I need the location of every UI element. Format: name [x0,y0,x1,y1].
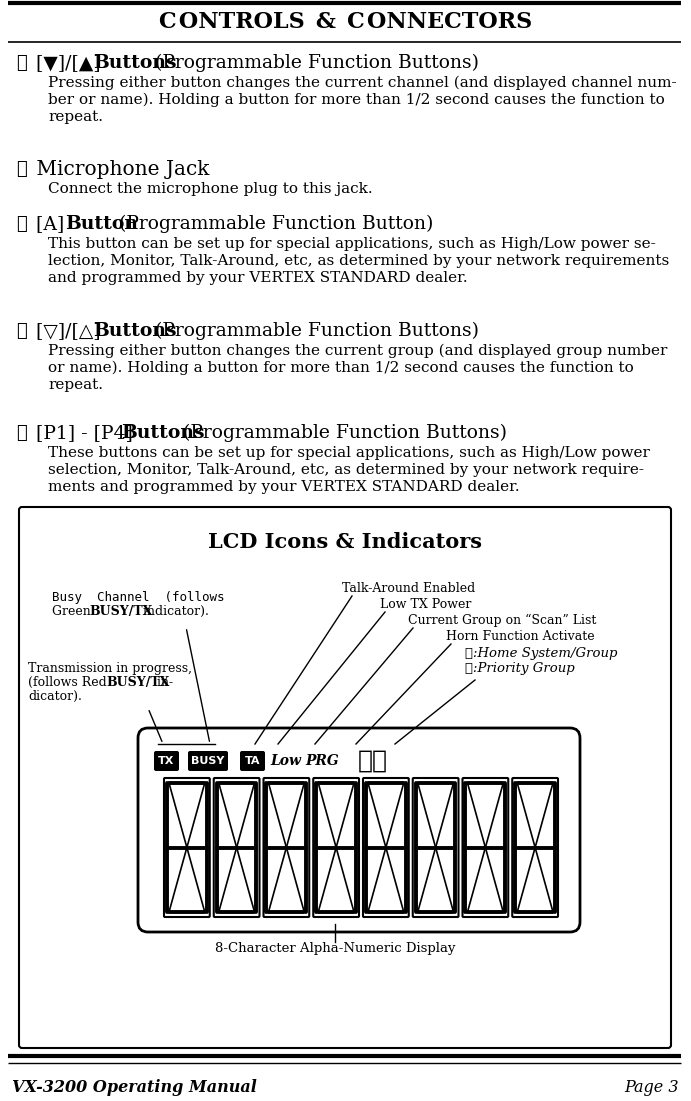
Text: BUSY/TX: BUSY/TX [89,606,153,618]
Text: ber or name). Holding a button for more than 1/2 second causes the function to: ber or name). Holding a button for more … [48,92,665,108]
Text: Microphone Jack: Microphone Jack [30,160,209,179]
Text: selection, Monitor, Talk-Around, etc, as determined by your network require-: selection, Monitor, Talk-Around, etc, as… [48,464,644,477]
Text: ⑦: ⑦ [16,215,27,233]
Text: ⑤: ⑤ [16,54,27,72]
Text: Buttons: Buttons [121,424,205,442]
Text: lection, Monitor, Talk-Around, etc, as determined by your network requirements: lection, Monitor, Talk-Around, etc, as d… [48,254,670,268]
Text: (Programmable Function Buttons): (Programmable Function Buttons) [149,54,479,73]
Text: [P1] - [P4]: [P1] - [P4] [30,424,139,442]
Text: Busy  Channel  (follows: Busy Channel (follows [52,591,225,604]
Text: [▼]/[▲]: [▼]/[▲] [30,54,106,72]
FancyBboxPatch shape [413,778,459,917]
FancyBboxPatch shape [164,778,210,917]
Text: Transmission in progress,: Transmission in progress, [28,662,192,675]
Text: TA: TA [245,756,261,766]
Text: or name). Holding a button for more than 1/2 second causes the function to: or name). Holding a button for more than… [48,361,634,375]
Text: Connect the microphone plug to this jack.: Connect the microphone plug to this jack… [48,182,372,196]
Text: and programmed by your VERTEX STANDARD dealer.: and programmed by your VERTEX STANDARD d… [48,271,468,285]
Text: indicator).: indicator). [139,606,209,618]
Text: VX-3200 Operating Manual: VX-3200 Operating Manual [12,1079,257,1095]
Text: C ONTROLS & C ONNECTORS: C ONTROLS & C ONNECTORS [159,11,532,33]
Text: Horn Function Activate: Horn Function Activate [446,630,595,643]
Text: Pressing either button changes the current channel (and displayed channel num-: Pressing either button changes the curre… [48,76,676,90]
Text: [▽]/[△]: [▽]/[△] [30,321,106,340]
Text: ℙ:Priority Group: ℙ:Priority Group [465,662,575,675]
Text: Green: Green [52,606,95,618]
Text: Page 3: Page 3 [625,1079,679,1095]
Text: 8-Character Alpha-Numeric Display: 8-Character Alpha-Numeric Display [216,942,456,955]
Text: These buttons can be set up for special applications, such as High/Low power: These buttons can be set up for special … [48,446,650,460]
FancyBboxPatch shape [263,778,310,917]
FancyBboxPatch shape [512,778,558,917]
Text: Pressing either button changes the current group (and displayed group number: Pressing either button changes the curre… [48,344,668,359]
FancyBboxPatch shape [138,728,580,933]
Text: Button: Button [65,215,138,233]
Text: TX: TX [158,756,175,766]
FancyBboxPatch shape [154,751,179,771]
Text: (Programmable Function Buttons): (Programmable Function Buttons) [177,424,507,443]
Text: (Programmable Function Button): (Programmable Function Button) [113,215,433,233]
Text: Low: Low [270,754,301,768]
Text: BUSY: BUSY [191,756,225,766]
Text: PRG: PRG [305,754,339,768]
Text: repeat.: repeat. [48,110,103,124]
Text: Buttons: Buttons [93,54,176,72]
FancyBboxPatch shape [214,778,260,917]
Text: ⑧: ⑧ [16,321,27,340]
FancyBboxPatch shape [313,778,359,917]
FancyBboxPatch shape [240,751,265,771]
Text: Current Group on “Scan” List: Current Group on “Scan” List [408,614,596,628]
Text: ℋ:Home System/Group: ℋ:Home System/Group [465,647,618,659]
Text: Low TX Power: Low TX Power [380,598,471,611]
Text: ⑨: ⑨ [16,424,27,442]
FancyBboxPatch shape [188,751,228,771]
FancyBboxPatch shape [363,778,409,917]
Text: [A]: [A] [30,215,70,233]
Text: dicator).: dicator). [28,690,82,704]
FancyBboxPatch shape [19,506,671,1048]
Text: repeat.: repeat. [48,378,103,392]
Text: ℋℋ: ℋℋ [358,750,388,773]
Text: Talk-Around Enabled: Talk-Around Enabled [342,582,475,595]
Text: (follows Red: (follows Red [28,676,111,689]
Text: LCD Icons & Indicators: LCD Icons & Indicators [209,532,482,552]
Text: in-: in- [153,676,173,689]
Text: Buttons: Buttons [93,321,176,340]
Text: (Programmable Function Buttons): (Programmable Function Buttons) [149,321,479,340]
Text: ments and programmed by your VERTEX STANDARD dealer.: ments and programmed by your VERTEX STAN… [48,480,520,494]
Text: This button can be set up for special applications, such as High/Low power se-: This button can be set up for special ap… [48,237,656,251]
Text: ⑥: ⑥ [16,160,27,178]
FancyBboxPatch shape [462,778,509,917]
Text: BUSY/TX: BUSY/TX [106,676,169,689]
